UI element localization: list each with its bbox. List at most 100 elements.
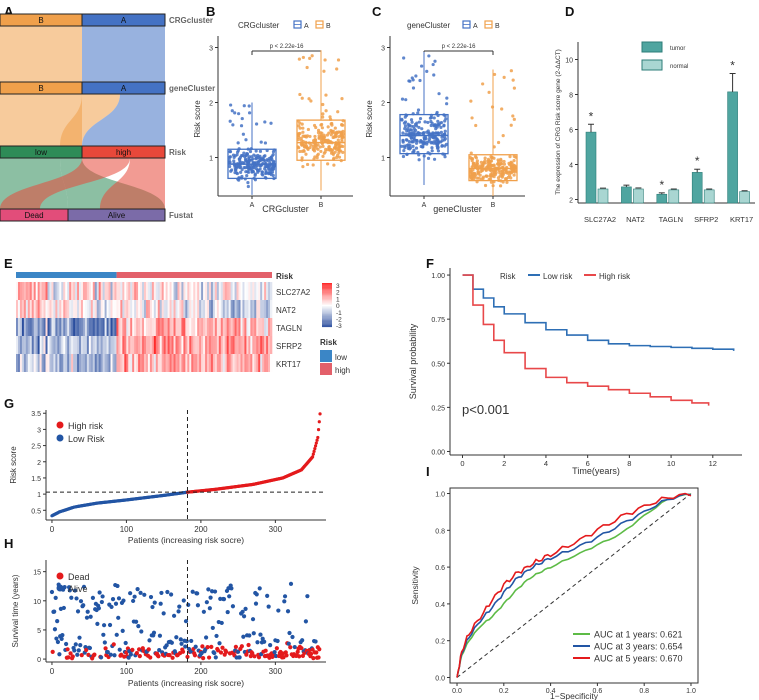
heatmap-cell (25, 282, 29, 300)
data-point (489, 159, 494, 163)
heatmap-cell (163, 318, 166, 336)
risk-annotation-low (16, 272, 117, 278)
heatmap-cell (212, 282, 216, 300)
heatmap-cell (228, 318, 231, 336)
flow-high-dead (0, 158, 130, 209)
data-point (503, 177, 508, 181)
heatmap-cell (240, 354, 243, 372)
heatmap-cell (17, 282, 21, 300)
data-point (329, 122, 333, 126)
data-point (512, 158, 516, 163)
heatmap-cell (102, 336, 105, 354)
significance-marker: * (695, 154, 700, 168)
heatmap-cell (238, 282, 241, 300)
heatmap-cell (144, 336, 147, 354)
data-point (297, 57, 301, 61)
y-tick-label: 1.5 (31, 476, 41, 483)
survival-point (114, 632, 119, 637)
heatmap-cell (88, 300, 92, 318)
data-point (420, 127, 424, 131)
heatmap-cell (183, 282, 186, 300)
heatmap-cell (84, 282, 88, 300)
heatmap-cell (19, 318, 23, 336)
risk-score-point (313, 446, 317, 451)
heatmap-cell (193, 300, 196, 318)
heatmap-cell (106, 354, 109, 372)
legend-title: CRGcluster (238, 21, 280, 30)
panel-letter-g: G (4, 396, 14, 411)
heatmap-cell (53, 318, 56, 336)
heatmap-cell (122, 300, 125, 318)
x-tick-label: 6 (586, 459, 590, 468)
data-point (270, 154, 274, 158)
heatmap-cell (181, 336, 184, 354)
survival-point (309, 651, 314, 656)
heatmap-cell (92, 336, 96, 354)
panel-letter-i: I (426, 464, 430, 479)
heatmap-cell (145, 282, 149, 300)
y-axis-label: Risk score (365, 100, 374, 138)
heatmap-cell (169, 318, 172, 336)
survival-point (148, 594, 154, 600)
heatmap-cell (43, 336, 46, 354)
heatmap-cell (232, 282, 235, 300)
survival-point (258, 632, 263, 637)
risk-score-point (310, 455, 315, 459)
survival-point (256, 655, 262, 660)
heatmap-cell (138, 354, 141, 372)
heatmap-cell (220, 282, 224, 300)
survival-point (147, 638, 152, 643)
data-point (250, 169, 254, 173)
heatmap-cell (69, 300, 72, 318)
survival-point (274, 653, 279, 659)
heatmap-cell (100, 336, 103, 354)
survival-point (60, 633, 65, 638)
heatmap-cell (45, 282, 48, 300)
data-point (324, 109, 328, 113)
heatmap-row-label: KRT17 (276, 360, 301, 369)
y-tick-label: 0 (37, 657, 41, 664)
heatmap-cell (39, 354, 42, 372)
heatmap-cell (144, 282, 147, 300)
box (468, 154, 518, 182)
survival-point (275, 638, 280, 644)
y-tick-label: 3 (381, 46, 385, 53)
heatmap-cell (16, 336, 19, 354)
heatmap-cell (177, 282, 180, 300)
survival-point (219, 620, 224, 626)
heatmap-cell (254, 300, 257, 318)
heatmap-cell (124, 354, 127, 372)
flow-high-alive (100, 158, 165, 209)
data-point (329, 128, 333, 133)
data-point (269, 121, 273, 125)
survival-point (53, 595, 58, 600)
bar-normal (703, 189, 715, 204)
data-point (270, 170, 275, 174)
heatmap-cell (151, 318, 155, 336)
heatmap-cell (98, 318, 101, 336)
heatmap-cell (16, 300, 19, 318)
heatmap-cell (130, 282, 133, 300)
heatmap-cell (61, 282, 64, 300)
data-point (401, 131, 405, 135)
data-point (483, 183, 488, 188)
y-tick-label: 2 (209, 101, 213, 108)
heatmap-cell (27, 318, 31, 336)
heatmap-cell (169, 336, 172, 354)
heatmap-cell (210, 300, 214, 318)
heatmap-cell (94, 282, 98, 300)
heatmap-cell (179, 300, 182, 318)
heatmap-cell (31, 300, 35, 318)
heatmap-cell (116, 354, 119, 372)
heatmap-cell (41, 300, 44, 318)
data-point (493, 172, 498, 176)
heatmap-cell (53, 354, 56, 372)
data-point (242, 104, 246, 108)
color-scale-label: 2 (336, 290, 340, 297)
heatmap-cell (159, 354, 163, 372)
heatmap-cell (179, 282, 182, 300)
heatmap-cell (149, 318, 153, 336)
heatmap-cell (65, 300, 68, 318)
x-tick-label: 0 (50, 525, 55, 534)
heatmap-cell (96, 300, 100, 318)
